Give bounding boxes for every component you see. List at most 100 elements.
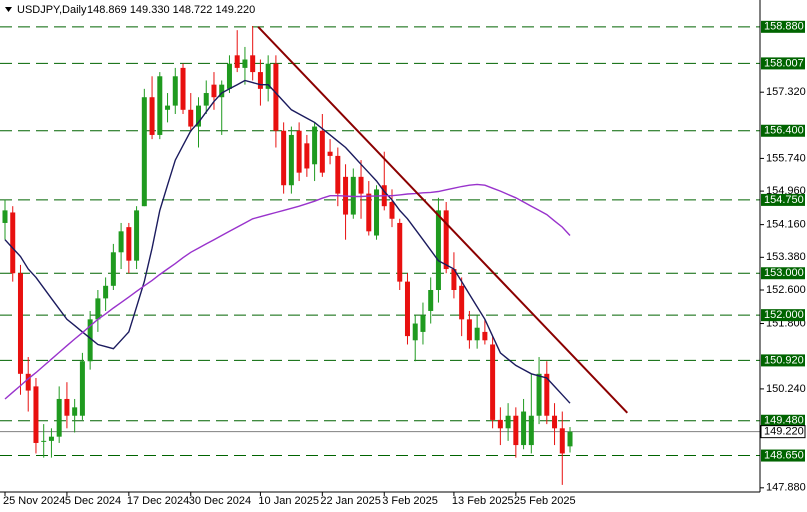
candle-body: [10, 212, 16, 274]
candle-body: [389, 201, 395, 219]
y-tick-label: 153.380: [766, 251, 806, 263]
candle-body: [103, 285, 109, 299]
quote: 148.869 149.330 148.722 149.220: [87, 4, 255, 16]
candle-body: [242, 59, 248, 68]
candle-body: [296, 130, 302, 173]
candle-body: [312, 126, 318, 165]
candle-body: [420, 315, 426, 332]
level-label-box: [761, 193, 805, 206]
candle-body: [497, 419, 503, 429]
x-tick-label: 17 Dec 2024: [127, 495, 189, 507]
candle-body: [180, 67, 186, 110]
candle-body: [397, 222, 403, 282]
level-label-box: [761, 354, 805, 367]
x-tick-label: 13 Feb 2025: [452, 495, 514, 507]
level-label: 154.750: [764, 194, 804, 206]
y-tick-label: 154.160: [766, 219, 806, 231]
level-label-box: [761, 309, 805, 322]
candle-body: [536, 373, 542, 416]
x-tick-label: 22 Jan 2025: [320, 495, 381, 507]
y-tick-label: 155.740: [766, 152, 806, 164]
x-tick-label: 25 Feb 2025: [514, 495, 576, 507]
bid-label-box: [760, 425, 806, 439]
candle-body: [435, 210, 441, 291]
trendline: [257, 26, 629, 414]
candle-body: [559, 428, 565, 454]
candle-body: [134, 210, 140, 261]
candle-body: [552, 415, 558, 429]
candle-body: [110, 252, 116, 286]
level-label: 152.000: [764, 309, 804, 321]
candle-body: [327, 151, 333, 156]
candle-body: [528, 415, 534, 446]
level-label: 148.650: [764, 449, 804, 461]
level-label: 156.400: [764, 125, 804, 137]
candle-body: [172, 76, 178, 106]
level-label-box: [761, 449, 805, 462]
candle-body: [79, 361, 85, 416]
candle-body: [505, 415, 511, 429]
candle-body: [412, 323, 418, 341]
y-tick-label: 152.600: [766, 284, 806, 296]
candle-body: [451, 269, 457, 291]
candle-body: [149, 97, 155, 135]
candle-body: [335, 155, 341, 194]
candle-body: [350, 176, 356, 215]
candle-body: [196, 105, 201, 127]
candle-body: [33, 386, 39, 443]
candle-body: [374, 189, 380, 236]
candle-body: [141, 97, 147, 207]
candle-body: [250, 55, 256, 73]
level-label: 150.920: [764, 354, 804, 366]
candle-body: [87, 319, 93, 362]
candle-body: [41, 440, 47, 442]
candle-body: [211, 84, 217, 98]
candle-body: [95, 298, 101, 320]
candle-body: [404, 281, 410, 337]
candle-body: [482, 331, 488, 341]
candle-body: [25, 373, 31, 391]
level-label-box: [761, 20, 805, 33]
candle-body: [165, 105, 171, 110]
candle-body: [257, 72, 263, 89]
candle-body: [281, 130, 287, 186]
y-tick-label: 147.880: [766, 482, 806, 494]
level-label: 149.480: [764, 415, 804, 427]
candle-body: [443, 210, 449, 270]
moving-average-line: [4, 79, 571, 404]
x-tick-label: 5 Dec 2024: [65, 495, 121, 507]
candle-body: [226, 63, 232, 89]
candle-body: [490, 344, 496, 420]
y-tick-label: 150.240: [766, 383, 806, 395]
level-label-box: [761, 267, 805, 280]
candle-body: [428, 290, 434, 311]
level-label: 158.880: [764, 21, 804, 33]
menu-triangle[interactable]: [5, 7, 12, 12]
candle-body: [304, 143, 310, 169]
candle-body: [273, 63, 279, 131]
candle-body: [466, 319, 472, 341]
candle-body: [118, 231, 124, 253]
candle-body: [64, 398, 70, 416]
candle-body: [358, 176, 364, 194]
candle-body: [544, 373, 550, 416]
candle-body: [319, 130, 325, 173]
candle-body: [366, 193, 372, 232]
candle-body: [288, 134, 294, 186]
level-label-box: [761, 414, 805, 427]
candle-body: [2, 210, 8, 223]
candle-body: [234, 55, 240, 68]
candle-body: [513, 415, 519, 446]
candle-body: [203, 93, 209, 106]
candle-body: [567, 431, 573, 447]
y-tick-label: 157.320: [766, 86, 806, 98]
candle-body: [188, 109, 194, 127]
plot-area: [0, 25, 760, 485]
candle-body: [72, 407, 78, 416]
candle-body: [157, 76, 163, 135]
level-label: 153.000: [764, 267, 804, 279]
candle-body: [56, 398, 62, 437]
level-label-box: [761, 57, 805, 70]
candle-body: [48, 436, 54, 441]
